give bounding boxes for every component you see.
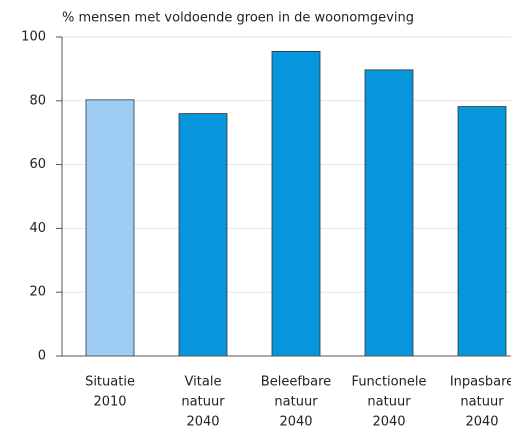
y-tick-label: 40	[29, 221, 46, 236]
x-tick-label: natuur	[367, 395, 411, 410]
x-tick-label: 2040	[465, 415, 498, 430]
bar	[178, 113, 228, 357]
x-tick-label: Vitale	[185, 375, 222, 390]
x-tick-label: natuur	[460, 395, 504, 410]
x-tick-label: natuur	[274, 395, 318, 410]
bar	[457, 106, 507, 357]
y-tick-label: 60	[29, 157, 46, 172]
x-tick-label: natuur	[181, 395, 225, 410]
y-tick-label: 80	[29, 93, 46, 108]
x-tick-label: Beleefbare	[261, 375, 331, 390]
chart-title: % mensen met voldoende groen in de woono…	[62, 11, 414, 26]
y-tick-label: 20	[29, 285, 46, 300]
x-tick-label: Inpasbare	[450, 375, 511, 390]
bar	[271, 50, 321, 357]
x-tick-label: 2040	[372, 415, 405, 430]
x-tick-label: 2040	[279, 415, 312, 430]
bar	[85, 99, 135, 357]
x-tick-label: Functionele	[352, 375, 427, 390]
bar	[364, 69, 414, 357]
x-tick-label: 2010	[93, 395, 126, 410]
y-tick-label: 0	[38, 349, 46, 364]
y-tick-label: 100	[21, 30, 46, 45]
x-tick-label: Situatie	[85, 375, 135, 390]
x-tick-label: 2040	[186, 415, 219, 430]
